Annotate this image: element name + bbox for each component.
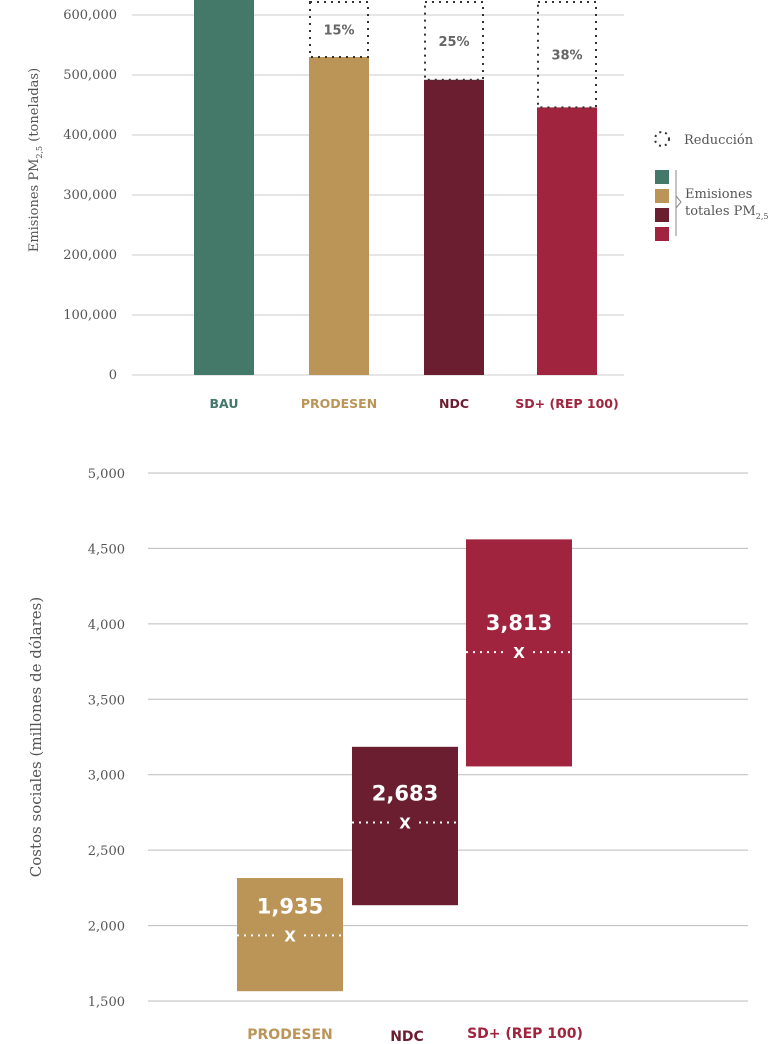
legend-reduction-label: Reducción <box>684 133 754 148</box>
y-tick-label: 0 <box>109 368 117 383</box>
y-tick-label: 600,000 <box>63 8 117 23</box>
y-axis-label: Costos sociales (millones de dólares) <box>27 597 45 877</box>
x-tick-label: SD+ (REP 100) <box>467 1026 583 1042</box>
legend-bracket-tip <box>675 195 682 209</box>
range-box-ndc <box>352 746 458 906</box>
y-tick-label: 4,500 <box>88 542 125 557</box>
bar-ndc <box>424 79 484 376</box>
mean-marker: X <box>513 644 525 662</box>
mean-marker: X <box>399 815 411 833</box>
y-tick-label: 2,500 <box>88 844 125 859</box>
y-tick-label: 3,000 <box>88 769 125 784</box>
mean-label: 2,683 <box>372 782 438 806</box>
bar-sd-rep-100- <box>537 107 597 376</box>
reduction-label: 25% <box>438 35 469 50</box>
y-tick-label: 5,000 <box>88 467 125 482</box>
legend-reduction-swatch <box>654 131 670 147</box>
y-tick-label: 200,000 <box>63 248 117 263</box>
x-tick-label: PRODESEN <box>301 396 377 411</box>
y-axis-label: Emisiones PM2,5 (toneladas) <box>27 68 44 252</box>
x-tick-label: NDC <box>390 1029 424 1044</box>
y-tick-label: 100,000 <box>63 308 117 323</box>
legend-swatch <box>655 189 669 203</box>
legend-emissions-line1: Emisiones <box>685 187 752 202</box>
bar-bau <box>194 0 254 375</box>
y-tick-label: 400,000 <box>63 128 117 143</box>
reduction-box <box>424 1 484 81</box>
x-tick-label: NDC <box>439 396 469 411</box>
legend-swatch <box>655 208 669 222</box>
mean-label: 3,813 <box>486 611 552 635</box>
reduction-box <box>309 1 369 58</box>
reduction-label: 38% <box>551 49 582 64</box>
legend-swatch <box>655 227 669 241</box>
y-tick-label: 300,000 <box>63 188 117 203</box>
x-tick-label: BAU <box>210 396 239 411</box>
legend-emissions-line2: totales PM2,5 <box>685 204 768 221</box>
legend-swatch <box>655 170 669 184</box>
reduction-label: 15% <box>323 24 354 39</box>
y-tick-label: 2,000 <box>88 920 125 935</box>
x-tick-label: PRODESEN <box>247 1027 333 1043</box>
bar-prodesen <box>309 57 369 375</box>
y-tick-label: 3,500 <box>88 693 125 708</box>
emissions-bar-chart: 0 100,000 200,000 300,000 400,000 500,000 600,… <box>27 0 768 411</box>
x-tick-label: SD+ (REP 100) <box>515 396 618 411</box>
reduction-box <box>537 1 597 109</box>
y-tick-label: 1,500 <box>88 995 125 1010</box>
y-tick-label: 4,000 <box>88 618 125 633</box>
mean-label: 1,935 <box>257 894 323 918</box>
mean-marker: X <box>284 927 296 945</box>
y-tick-label: 500,000 <box>63 68 117 83</box>
